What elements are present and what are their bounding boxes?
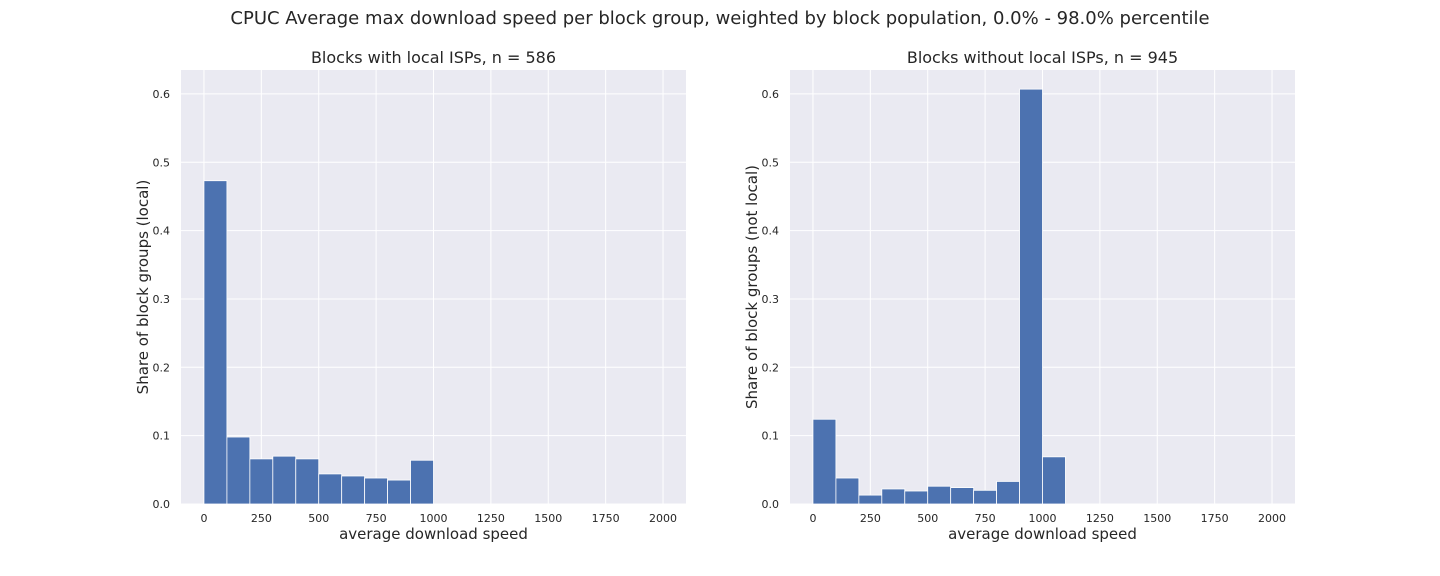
x-tick-label: 500 (917, 512, 938, 525)
x-tick-label: 750 (366, 512, 387, 525)
histogram-bar (272, 455, 297, 505)
y-tick-label: 0.2 (762, 361, 780, 374)
y-axis-label: Share of block groups (not local) (743, 165, 761, 409)
x-tick-label: 1750 (592, 512, 620, 525)
histogram-bar (812, 418, 837, 505)
histogram-bar (410, 459, 434, 505)
y-tick-label: 0.6 (153, 88, 171, 101)
x-tick-label: 250 (860, 512, 881, 525)
histogram-bar (364, 477, 388, 505)
x-tick-label: 1000 (1029, 512, 1057, 525)
y-tick-label: 0.4 (762, 225, 780, 238)
y-axis-label: Share of block groups (local) (134, 180, 152, 395)
x-tick-label: 1500 (534, 512, 562, 525)
y-tick-label: 0.5 (153, 156, 171, 169)
chart-panel-2: 0 250 500 750 1000 1250 1500 1750 2000 0.0 0.1 0.2 0… (743, 48, 1295, 543)
y-tick-label: 0.3 (762, 293, 780, 306)
histogram-bar (835, 477, 860, 505)
histogram-bar (387, 479, 411, 505)
histogram-bar (341, 475, 366, 505)
histogram-bar (1042, 456, 1066, 505)
chart-title: Blocks without local ISPs, n = 945 (907, 48, 1178, 67)
y-tick-label: 0.6 (762, 88, 780, 101)
y-tick-label: 0.5 (762, 156, 780, 169)
chart-panel-1: 0 250 500 750 1000 1250 1500 1750 2000 0.0 0.1 0.2 0… (134, 48, 686, 543)
chart-title: Blocks with local ISPs, n = 586 (311, 48, 556, 67)
y-tick-label: 0.1 (153, 430, 171, 443)
x-tick-label: 750 (975, 512, 996, 525)
x-tick-label: 1250 (1086, 512, 1114, 525)
histogram-bar (927, 485, 952, 505)
histogram-bar (295, 458, 320, 505)
x-axis-label: average download speed (948, 525, 1137, 543)
y-tick-label: 0.0 (762, 498, 780, 511)
x-tick-label: 1250 (477, 512, 505, 525)
histogram-bar (996, 481, 1020, 505)
histogram-bar (203, 180, 228, 505)
x-tick-label: 0 (200, 512, 207, 525)
x-tick-label: 1000 (420, 512, 448, 525)
y-tick-label: 0.3 (153, 293, 171, 306)
histogram-bar (858, 494, 883, 505)
x-tick-label: 2000 (1258, 512, 1286, 525)
histogram-bar (950, 487, 975, 505)
histogram-bar (249, 458, 274, 505)
x-axis-label: average download speed (339, 525, 528, 543)
x-tick-label: 0 (809, 512, 816, 525)
histogram-bar (881, 488, 906, 505)
x-tick-label: 500 (308, 512, 329, 525)
histogram-bar (904, 490, 929, 505)
x-tick-label: 250 (251, 512, 272, 525)
x-tick-label: 1500 (1143, 512, 1171, 525)
histogram-bar (318, 473, 343, 505)
x-tick-label: 1750 (1201, 512, 1229, 525)
y-tick-label: 0.4 (153, 225, 171, 238)
histogram-bar (1019, 88, 1043, 505)
y-tick-label: 0.0 (153, 498, 171, 511)
figure-title: CPUC Average max download speed per bloc… (230, 8, 1210, 29)
histogram-bar (973, 489, 997, 505)
y-tick-label: 0.1 (762, 430, 780, 443)
y-tick-label: 0.2 (153, 361, 171, 374)
x-tick-label: 2000 (649, 512, 677, 525)
histogram-bar (226, 436, 251, 505)
